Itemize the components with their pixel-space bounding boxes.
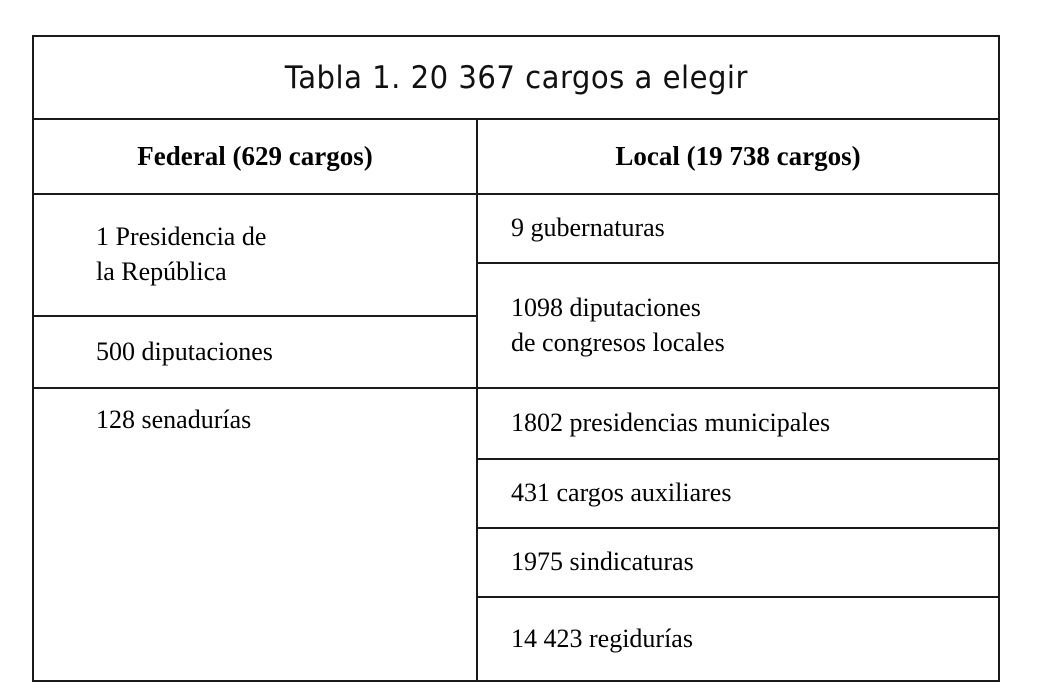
table-row: 1802 presidencias municipales	[478, 389, 998, 460]
column-header-federal: Federal (629 cargos)	[34, 120, 476, 195]
page-title: Tabla 1. 20 367 cargos a elegir	[284, 59, 748, 96]
cell-text-line: 14 423 regidurías	[511, 623, 693, 653]
table-row: 1 Presidencia de la República	[34, 195, 476, 317]
cell-text-line: 128 senadurías	[96, 405, 252, 434]
table-row: 9 gubernaturas	[478, 195, 998, 264]
cell-text-line: de congresos locales	[511, 327, 725, 357]
cell-text-line: 431 cargos auxiliares	[511, 478, 732, 508]
table-body: Federal (629 cargos) 1 Presidencia de la…	[34, 120, 998, 680]
table-row: 128 senadurías	[34, 389, 476, 679]
cell-text-line: 1975 sindicaturas	[511, 547, 694, 577]
table-title-row: Tabla 1. 20 367 cargos a elegir	[34, 37, 998, 120]
table-row: 14 423 regidurías	[478, 598, 998, 680]
column-header-local-label: Local (19 738 cargos)	[615, 141, 861, 171]
cell-text-line: 9 gubernaturas	[511, 213, 665, 243]
column-local: Local (19 738 cargos) 9 gubernaturas 109…	[478, 120, 998, 680]
cell-text-line: 1802 presidencias municipales	[511, 408, 831, 438]
cell-text-line: 1 Presidencia de	[96, 222, 267, 252]
table-row: 431 cargos auxiliares	[478, 460, 998, 529]
cell-text-line: la República	[96, 257, 227, 286]
column-header-local: Local (19 738 cargos)	[478, 120, 998, 195]
cell-text-line: 1098 diputaciones	[511, 292, 701, 322]
column-header-federal-label: Federal (629 cargos)	[137, 141, 373, 171]
cargos-table: Tabla 1. 20 367 cargos a elegir Federal …	[32, 35, 1000, 682]
table-row: 500 diputaciones	[34, 317, 476, 389]
cell-text-line: 500 diputaciones	[96, 336, 273, 366]
table-row: 1098 diputaciones de congresos locales	[478, 264, 998, 389]
column-federal: Federal (629 cargos) 1 Presidencia de la…	[34, 120, 478, 680]
table-row: 1975 sindicaturas	[478, 529, 998, 598]
